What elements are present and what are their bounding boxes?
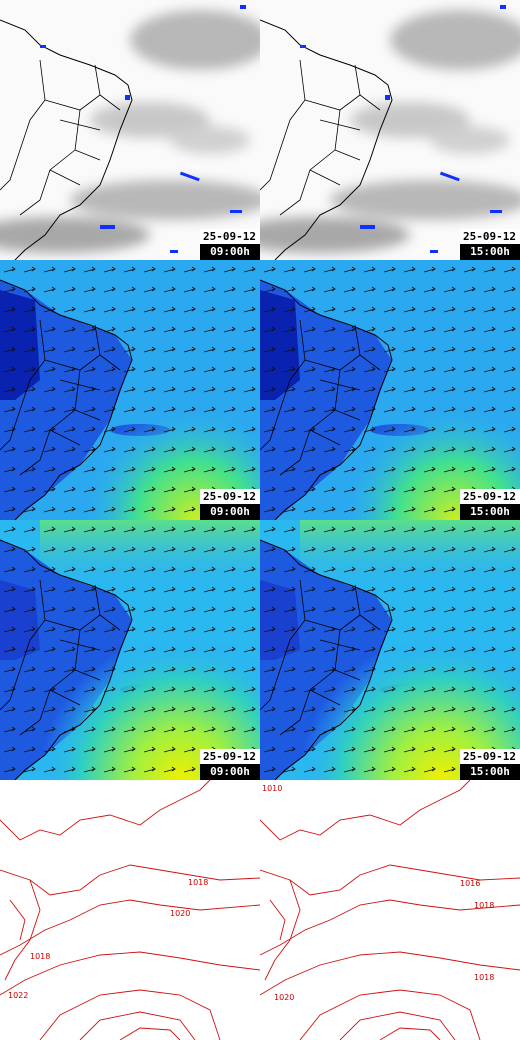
time-label: 15:00h [460, 504, 520, 520]
time-label: 09:00h [200, 244, 260, 260]
date-label: 25-09-12 [460, 749, 520, 764]
time-label: 15:00h [460, 244, 520, 260]
contour-label: 1018 [188, 878, 208, 887]
map-image [0, 260, 260, 520]
date-label: 25-09-12 [200, 229, 260, 244]
date-label: 25-09-12 [200, 489, 260, 504]
contour-label: 1022 [8, 991, 28, 1000]
date-label: 25-09-12 [460, 229, 520, 244]
contour-label: 1018 [474, 901, 494, 910]
date-label: 25-09-12 [200, 749, 260, 764]
map-image [260, 0, 520, 260]
contour-label: 1018 [30, 952, 50, 961]
map-image [0, 0, 260, 260]
contour-label: 1020 [274, 993, 294, 1002]
contour-label: 1020 [170, 909, 190, 918]
time-label: 15:00h [460, 764, 520, 780]
contour-labels: 1018 1020 1018 1022 1010 1016 1018 1018 … [8, 784, 494, 1002]
time-label: 09:00h [200, 764, 260, 780]
date-label: 25-09-12 [460, 489, 520, 504]
contour-label: 1010 [262, 784, 282, 793]
map-image [260, 260, 520, 520]
time-label: 09:00h [200, 504, 260, 520]
contour-label: 1018 [474, 973, 494, 982]
map-image [0, 520, 260, 780]
map-image [260, 520, 520, 780]
contour-label: 1016 [460, 879, 480, 888]
